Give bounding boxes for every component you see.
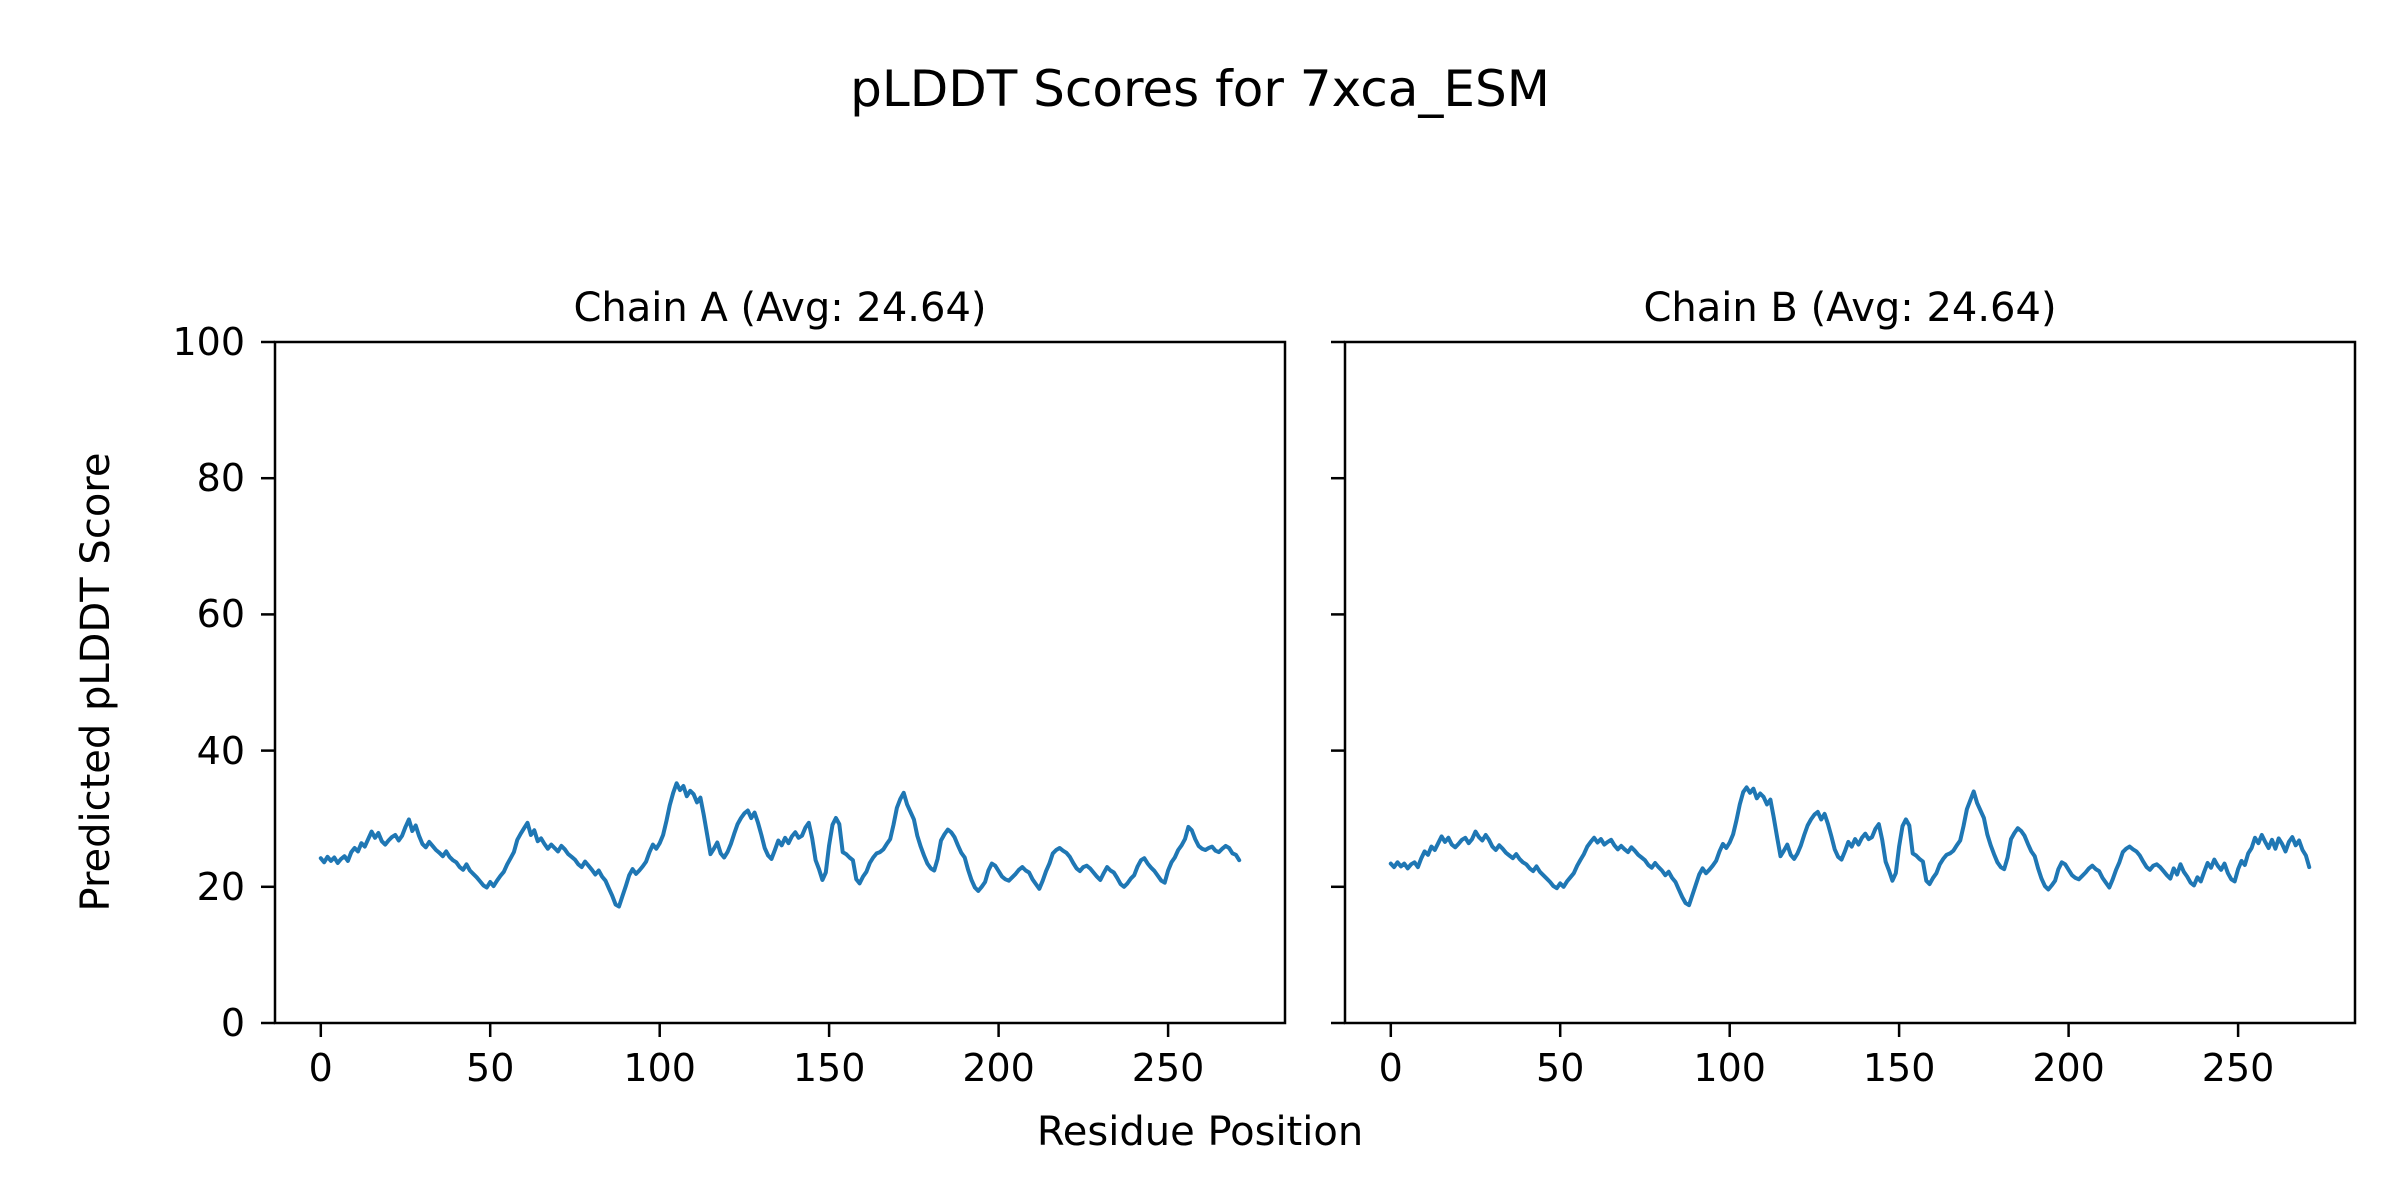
x-tick-label: 150 xyxy=(792,1046,866,1090)
x-tick-label: 250 xyxy=(2201,1046,2275,1090)
y-tick-label: 60 xyxy=(196,592,245,637)
y-tick-labels: 0 20 40 60 80 100 xyxy=(125,323,245,1042)
x-tick-label: 0 xyxy=(308,1046,333,1090)
subplot-title-chain-a: Chain A (Avg: 24.64) xyxy=(573,285,987,331)
subplot-chain-a: Chain A (Avg: 24.64) 0 50 100 150 200 250 0 20… xyxy=(172,288,1287,1087)
chart-canvas-chain-b xyxy=(1331,340,2357,1037)
figure-title: pLDDT Scores for 7xca_ESM xyxy=(850,60,1550,118)
x-tick-label: 100 xyxy=(623,1046,696,1090)
y-axis-label: Predicted pLDDT Score xyxy=(73,452,119,912)
x-tick-label: 200 xyxy=(2032,1046,2105,1090)
x-axis-label: Residue Position xyxy=(1036,1109,1364,1155)
x-tick-label: 0 xyxy=(1378,1046,1403,1090)
y-tick-label: 0 xyxy=(220,1001,245,1045)
x-tick-labels-chain-a: 0 50 100 150 200 250 xyxy=(275,1049,1285,1089)
x-tick-labels-chain-b: 0 50 100 150 200 250 xyxy=(1345,1049,2355,1089)
subplot-chain-b: Chain B (Avg: 24.64) 0 50 100 150 200 250 xyxy=(1331,288,2357,1087)
y-tick-label: 80 xyxy=(196,456,245,501)
subplot-title-chain-b: Chain B (Avg: 24.64) xyxy=(1643,285,2057,331)
x-tick-label: 50 xyxy=(466,1046,515,1090)
y-tick-label: 20 xyxy=(196,864,245,909)
y-tick-label: 40 xyxy=(196,728,245,773)
x-tick-label: 150 xyxy=(1862,1046,1936,1090)
chart-canvas-chain-a xyxy=(261,340,1287,1037)
x-tick-label: 100 xyxy=(1693,1046,1766,1090)
x-tick-label: 200 xyxy=(962,1046,1035,1090)
x-tick-label: 250 xyxy=(1131,1046,1205,1090)
y-tick-label: 100 xyxy=(172,320,245,364)
x-tick-label: 50 xyxy=(1536,1046,1585,1090)
